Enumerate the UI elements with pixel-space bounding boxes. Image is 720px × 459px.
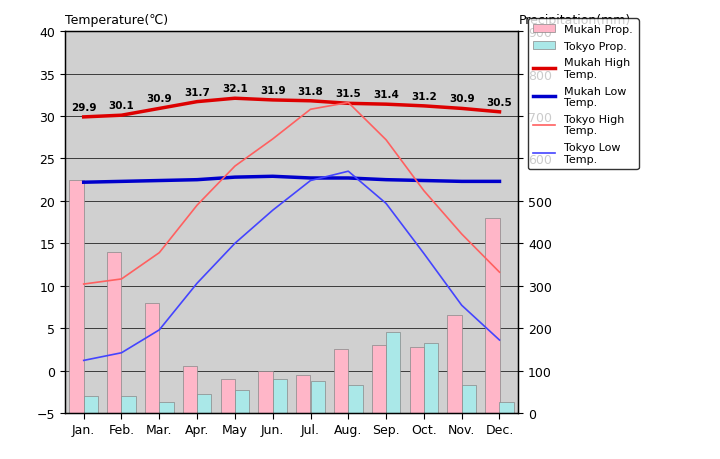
Bar: [220, 379, 235, 413]
Bar: [258, 371, 273, 413]
Bar: [386, 333, 400, 413]
Bar: [159, 403, 174, 413]
Text: 31.2: 31.2: [411, 92, 437, 101]
Text: 29.9: 29.9: [71, 102, 96, 112]
Text: Precipitation(mm): Precipitation(mm): [518, 14, 631, 27]
Text: 31.8: 31.8: [297, 86, 323, 96]
Text: Temperature(℃): Temperature(℃): [65, 14, 168, 27]
Legend: Mukah Prop., Tokyo Prop., Mukah High
Temp., Mukah Low
Temp., Tokyo High
Temp., T: Mukah Prop., Tokyo Prop., Mukah High Tem…: [528, 19, 639, 170]
Text: 31.5: 31.5: [336, 89, 361, 99]
Bar: [500, 403, 514, 413]
Bar: [310, 381, 325, 413]
Text: 30.1: 30.1: [109, 101, 135, 111]
Bar: [485, 218, 500, 413]
Bar: [296, 375, 310, 413]
Bar: [273, 379, 287, 413]
Bar: [462, 386, 476, 413]
Bar: [69, 180, 84, 413]
Bar: [424, 343, 438, 413]
Bar: [334, 350, 348, 413]
Bar: [235, 390, 249, 413]
Bar: [145, 303, 159, 413]
Bar: [410, 347, 424, 413]
Text: 30.9: 30.9: [146, 94, 172, 104]
Bar: [84, 396, 98, 413]
Text: 31.7: 31.7: [184, 87, 210, 97]
Text: 30.5: 30.5: [487, 97, 513, 107]
Bar: [348, 386, 363, 413]
Bar: [372, 345, 386, 413]
Bar: [183, 367, 197, 413]
Text: 32.1: 32.1: [222, 84, 248, 94]
Bar: [122, 396, 136, 413]
Text: 30.9: 30.9: [449, 94, 474, 104]
Bar: [197, 394, 212, 413]
Bar: [447, 316, 462, 413]
Text: 31.4: 31.4: [373, 90, 399, 100]
Text: 31.9: 31.9: [260, 86, 286, 95]
Bar: [107, 252, 122, 413]
